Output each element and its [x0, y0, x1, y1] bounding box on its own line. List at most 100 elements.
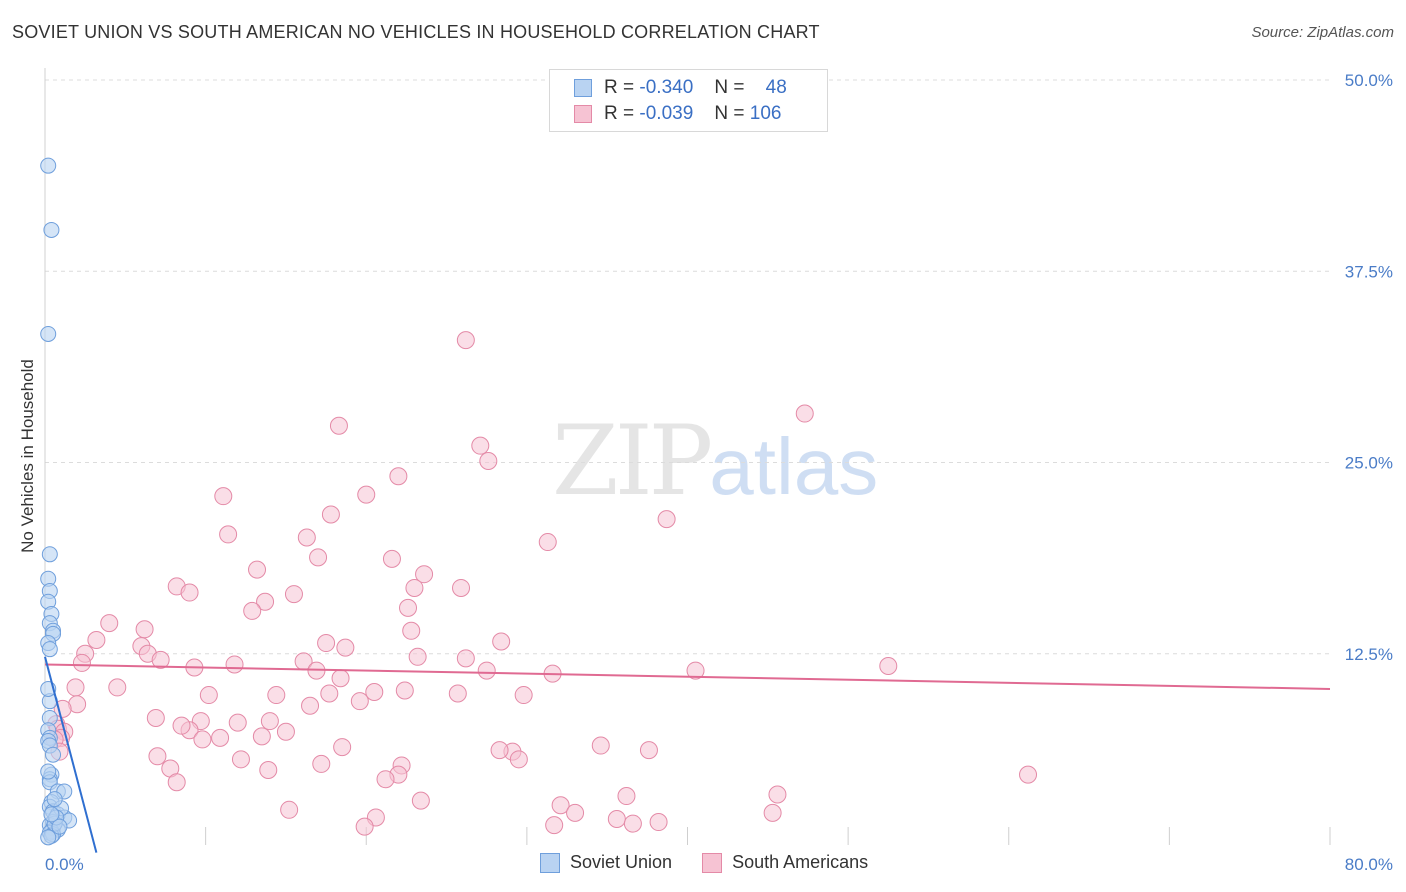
- south-american-point: [415, 565, 434, 584]
- south-american-point: [309, 548, 328, 567]
- soviet-union-point: [41, 546, 58, 563]
- legend-r-value: -0.039: [639, 103, 694, 124]
- legend-n-value: 48: [765, 77, 787, 98]
- south-american-point: [686, 661, 705, 680]
- south-american-point: [617, 787, 636, 806]
- south-american-point: [225, 655, 244, 674]
- soviet-union-point: [40, 157, 57, 174]
- legend-row-soviet: R = -0.340 N = 48: [574, 77, 787, 99]
- south-american-point: [108, 678, 127, 697]
- south-american-point: [87, 630, 106, 649]
- south-american-point: [193, 730, 212, 749]
- south-american-point: [395, 681, 414, 700]
- legend-r-label: R =: [604, 103, 635, 124]
- south-american-trend-line: [44, 663, 1331, 690]
- south-american-point: [376, 770, 395, 789]
- y-tick-label: 25.0%: [1345, 454, 1393, 473]
- south-american-point: [256, 592, 275, 611]
- south-american-point: [228, 713, 247, 732]
- south-american-point: [365, 683, 384, 701]
- south-american-point: [490, 741, 509, 760]
- legend-label-soviet: Soviet Union: [570, 852, 673, 872]
- chart-title: SOVIET UNION VS SOUTH AMERICAN NO VEHICL…: [12, 22, 820, 42]
- south-american-point: [336, 638, 355, 657]
- south-american-point: [538, 533, 557, 552]
- south-american-point: [321, 505, 340, 524]
- south-american-point: [514, 686, 533, 705]
- south-american-point: [591, 736, 610, 755]
- legend-row-south: R = -0.039 N = 106: [574, 103, 781, 125]
- south-american-point: [566, 803, 585, 822]
- south-american-point: [607, 809, 626, 828]
- south-american-point: [399, 598, 418, 617]
- legend-swatch-soviet: [574, 79, 592, 97]
- south-american-point: [477, 661, 496, 680]
- south-american-point: [448, 684, 467, 703]
- legend-swatch-south: [574, 105, 592, 123]
- soviet-union-point: [45, 746, 62, 763]
- south-american-point: [260, 712, 279, 731]
- south-american-point: [329, 416, 348, 435]
- south-american-point: [768, 785, 787, 804]
- soviet-union-trend-line: [44, 656, 98, 853]
- south-american-point: [276, 722, 295, 741]
- south-american-point: [72, 653, 91, 672]
- south-american-point: [172, 716, 191, 735]
- south-american-point: [252, 727, 271, 746]
- south-american-point: [167, 773, 186, 792]
- south-american-point: [231, 750, 250, 769]
- south-american-point: [456, 331, 475, 350]
- south-american-point: [66, 678, 85, 697]
- legend-n-label: N =: [714, 103, 745, 124]
- legend-n-value: 106: [749, 103, 782, 124]
- south-american-point: [479, 451, 498, 470]
- legend-n-label: N =: [714, 77, 745, 98]
- legend-item-south[interactable]: South Americans: [702, 852, 868, 873]
- legend-item-soviet[interactable]: Soviet Union: [540, 852, 672, 873]
- south-american-point: [350, 692, 369, 711]
- south-american-point: [280, 800, 299, 819]
- south-american-point: [219, 525, 238, 544]
- south-american-point: [151, 650, 170, 669]
- south-american-point: [382, 549, 401, 568]
- soviet-union-point: [40, 763, 57, 780]
- south-american-point: [180, 583, 199, 602]
- legend-swatch-soviet: [540, 852, 560, 873]
- south-american-point: [259, 761, 278, 780]
- south-american-point: [649, 813, 668, 832]
- south-american-point: [297, 528, 316, 547]
- south-american-point: [312, 754, 331, 773]
- south-american-point: [452, 578, 471, 597]
- correlation-legend: R = -0.340 N = 48 R = -0.039 N = 106: [549, 69, 828, 132]
- south-american-point: [100, 614, 119, 633]
- soviet-union-point: [46, 791, 63, 808]
- south-american-point: [657, 510, 676, 529]
- x-tick-label: 0.0%: [45, 855, 84, 874]
- south-american-point: [331, 669, 350, 688]
- series-legend: Soviet Union South Americans: [540, 852, 898, 873]
- soviet-union-point: [41, 641, 58, 658]
- legend-r-value: -0.340: [639, 77, 694, 98]
- soviet-union-point: [43, 221, 60, 238]
- south-american-point: [146, 709, 165, 728]
- watermark-zip: ZIP: [552, 405, 713, 517]
- legend-swatch-south: [702, 852, 723, 873]
- south-american-point: [795, 404, 814, 423]
- south-american-point: [355, 817, 374, 836]
- x-tick-label: 80.0%: [1345, 855, 1393, 874]
- soviet-union-point: [43, 806, 60, 823]
- south-american-point: [267, 686, 286, 705]
- south-american-point: [763, 803, 782, 822]
- south-american-point: [471, 436, 490, 455]
- south-american-point: [199, 686, 218, 705]
- soviet-union-point: [40, 829, 57, 846]
- south-american-point: [243, 601, 262, 620]
- south-american-point: [214, 487, 233, 506]
- south-american-point: [135, 620, 154, 639]
- south-american-point: [148, 747, 167, 766]
- south-american-point: [320, 684, 339, 703]
- soviet-union-point: [40, 325, 57, 342]
- y-tick-label: 37.5%: [1345, 262, 1393, 281]
- legend-label-south: South Americans: [732, 852, 869, 872]
